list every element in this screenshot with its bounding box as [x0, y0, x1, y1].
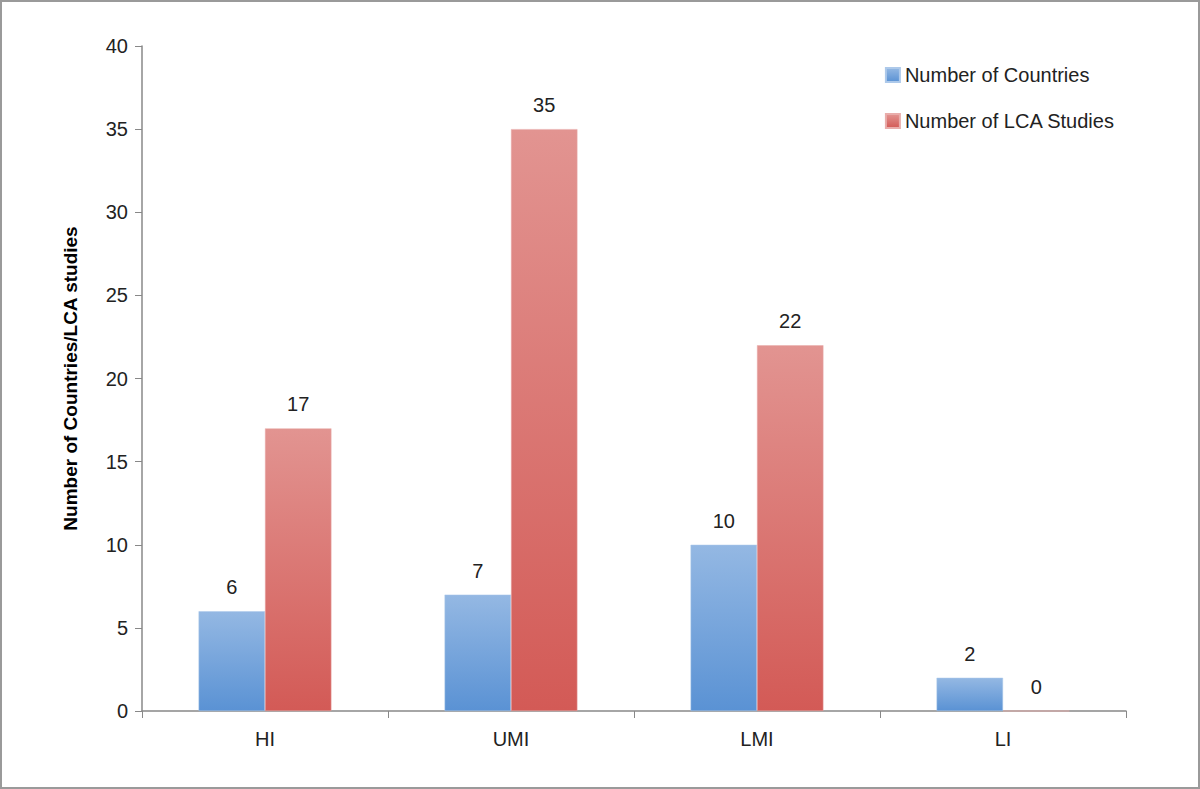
- svg-text:22: 22: [779, 310, 801, 332]
- svg-text:2: 2: [964, 643, 975, 665]
- svg-text:35: 35: [533, 94, 555, 116]
- svg-text:7: 7: [472, 560, 483, 582]
- svg-text:30: 30: [106, 201, 128, 223]
- svg-text:25: 25: [106, 284, 128, 306]
- svg-text:Number of Countries: Number of Countries: [905, 64, 1090, 86]
- svg-text:20: 20: [106, 368, 128, 390]
- svg-text:10: 10: [713, 510, 735, 532]
- svg-text:17: 17: [287, 393, 309, 415]
- svg-text:15: 15: [106, 451, 128, 473]
- svg-text:5: 5: [117, 617, 128, 639]
- svg-text:6: 6: [226, 576, 237, 598]
- svg-text:10: 10: [106, 534, 128, 556]
- svg-text:0: 0: [117, 700, 128, 722]
- svg-text:LMI: LMI: [740, 728, 773, 750]
- svg-text:Number of LCA Studies: Number of LCA Studies: [905, 110, 1114, 132]
- svg-text:UMI: UMI: [493, 728, 530, 750]
- svg-text:Number of Countries/LCA studie: Number of Countries/LCA studies: [60, 226, 81, 530]
- svg-text:40: 40: [106, 35, 128, 57]
- svg-text:0: 0: [1031, 676, 1042, 698]
- svg-text:LI: LI: [995, 728, 1012, 750]
- svg-text:HI: HI: [255, 728, 275, 750]
- svg-text:35: 35: [106, 118, 128, 140]
